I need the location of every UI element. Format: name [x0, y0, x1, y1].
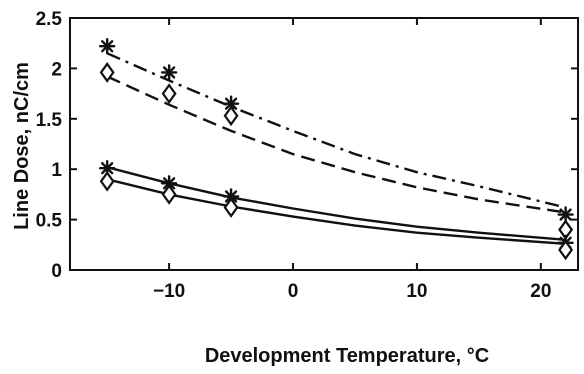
y-ticks: 0 0.5 1 1.5 2 2.5	[36, 9, 578, 282]
diamond-marker	[99, 62, 115, 83]
y-tick-label: 0	[51, 261, 62, 282]
x-tick-label: 20	[530, 281, 551, 302]
y-tick-label: 0.5	[36, 211, 63, 232]
diamond-marker	[161, 184, 177, 205]
x-tick-label: 10	[406, 281, 427, 302]
y-tick-label: 1	[51, 160, 62, 181]
x-tick-label: −10	[153, 281, 185, 302]
x-ticks: −10 0 10 20	[153, 18, 551, 302]
plot-frame	[69, 17, 579, 271]
asterisk-marker	[160, 64, 178, 81]
fit-curves	[106, 52, 566, 245]
diamond-marker	[223, 105, 239, 127]
diamond-marker	[223, 197, 239, 218]
diamond-marker	[558, 239, 574, 261]
data-markers	[98, 38, 574, 261]
fit-curve-dashed	[106, 75, 566, 214]
x-axis-label: Development Temperature, °C	[205, 345, 489, 367]
diamond-marker	[99, 170, 115, 192]
fit-curve-solid	[106, 166, 566, 241]
y-tick-label: 2	[51, 59, 62, 80]
fit-curve-solid	[106, 178, 566, 245]
y-axis-label: Line Dose, nC/cm	[11, 62, 33, 230]
asterisk-marker	[557, 206, 574, 223]
y-tick-label: 2.5	[36, 9, 63, 30]
asterisk-marker	[98, 38, 116, 55]
asterisk-marker	[98, 159, 116, 177]
x-tick-label: 0	[288, 281, 299, 302]
y-tick-label: 1.5	[36, 110, 63, 131]
diamond-marker	[161, 83, 177, 104]
axes	[69, 17, 579, 271]
fit-curve-dashdot	[106, 52, 566, 209]
